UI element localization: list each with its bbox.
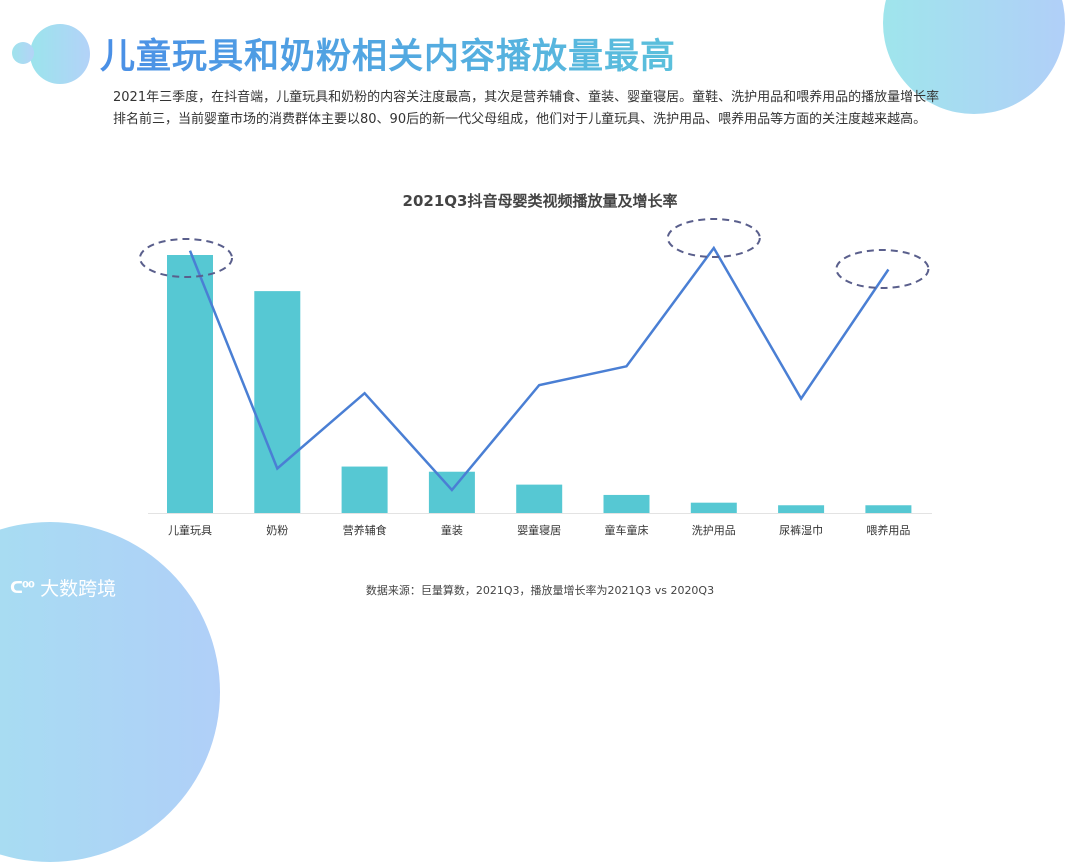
page-title: 儿童玩具和奶粉相关内容播放量最高 — [100, 28, 676, 79]
x-label: 童车童床 — [604, 524, 649, 537]
combo-chart — [139, 218, 932, 514]
bar-5 — [516, 484, 563, 513]
bar-9 — [865, 505, 912, 513]
highlight-ellipse-feeding — [835, 249, 930, 289]
bar-8 — [778, 505, 825, 513]
logo-text: 大数跨境 — [40, 578, 117, 600]
intro-line-1: 2021年三季度，在抖音端，儿童玩具和奶粉的内容关注度最高，其次是营养辅食、童装… — [113, 90, 940, 105]
bar-3 — [341, 466, 388, 513]
chart-title: 2021Q3抖音母婴类视频播放量及增长率 — [402, 192, 678, 210]
x-axis-labels: 儿童玩具 奶粉 营养辅食 童装 婴童寝居 童车童床 洗护用品 尿裤湿巾 喂养用品 — [0, 522, 1080, 540]
x-label: 奶粉 — [266, 524, 289, 537]
intro-paragraph: 2021年三季度，在抖音端，儿童玩具和奶粉的内容关注度最高，其次是营养辅食、童装… — [113, 87, 983, 131]
bar-6 — [603, 494, 650, 513]
x-label: 洗护用品 — [691, 524, 736, 537]
bar-1 — [167, 255, 213, 513]
highlight-ellipses — [139, 218, 930, 289]
x-label: 婴童寝居 — [517, 524, 562, 537]
x-label: 尿裤湿巾 — [779, 524, 824, 537]
bar-series-plays — [167, 255, 912, 513]
logo-icon: ᑕ⁰⁰ — [10, 578, 35, 597]
x-label: 童装 — [440, 524, 463, 537]
decorative-circle-small — [12, 42, 34, 64]
bar-7 — [690, 502, 737, 513]
intro-line-2: 排名前三，当前婴童市场的消费群体主要以80、90后的新一代父母组成，他们对于儿童… — [113, 112, 927, 127]
line-series-growth — [188, 245, 890, 492]
decorative-circle-large — [30, 24, 90, 84]
brand-logo: ᑕ⁰⁰ 大数跨境 — [10, 574, 116, 601]
x-label: 营养辅食 — [342, 524, 387, 537]
highlight-ellipse-toiletries — [666, 218, 761, 258]
data-source-note: 数据来源：巨量算数，2021Q3，播放量增长率为2021Q3 vs 2020Q3 — [365, 584, 715, 597]
x-label: 喂养用品 — [866, 524, 911, 537]
bar-4 — [428, 471, 475, 513]
bar-2 — [254, 291, 301, 513]
x-label: 儿童玩具 — [168, 524, 212, 537]
highlight-ellipse-toys — [139, 238, 233, 278]
